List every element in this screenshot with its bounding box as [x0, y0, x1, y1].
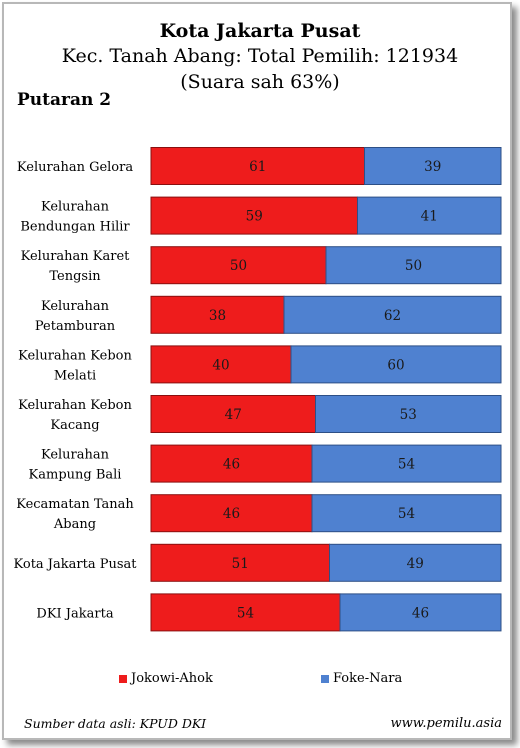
website-url: www.pemilu.asia [390, 716, 502, 731]
data-label-jokowi-ahok-1: 59 [246, 209, 263, 225]
bar-foke-nara-2 [325, 246, 502, 285]
data-label-jokowi-ahok-4: 40 [212, 357, 229, 373]
bar-jokowi-ahok-3 [150, 295, 285, 334]
category-label-9: DKI Jakarta [36, 606, 113, 621]
data-label-foke-nara-3: 62 [384, 308, 401, 324]
legend-item-foke-nara: Foke-Nara [321, 671, 402, 686]
category-label-3: Kelurahan Petamburan [35, 299, 116, 334]
category-label-5: Kelurahan Kebon Kacang [18, 398, 132, 433]
bar-jokowi-ahok-8 [150, 543, 330, 582]
data-label-foke-nara-2: 50 [405, 258, 422, 274]
data-label-foke-nara-0: 39 [424, 159, 441, 175]
bar-foke-nara-0 [364, 147, 502, 185]
legend-label-jokowi-ahok: Jokowi-Ahok [131, 671, 213, 686]
chart-title: Kota Jakarta Pusat [159, 20, 361, 42]
category-label-1: Kelurahan Bendungan Hilir [20, 200, 130, 235]
bar-foke-nara-7 [311, 494, 502, 533]
category-label-2: Kelurahan Karet Tengsin [21, 249, 131, 284]
category-label-0: Kelurahan Gelora [17, 160, 133, 175]
data-label-foke-nara-6: 54 [398, 457, 415, 473]
data-label-foke-nara-7: 54 [398, 506, 415, 522]
legend-label-foke-nara: Foke-Nara [333, 671, 403, 686]
source-note: Sumber data asli: KPUD DKI [24, 716, 207, 731]
data-label-foke-nara-5: 53 [400, 407, 417, 423]
round-label: Putaran 2 [17, 90, 112, 110]
data-label-jokowi-ahok-5: 47 [225, 407, 242, 423]
bar-jokowi-ahok-0 [150, 147, 365, 185]
category-label-7: Kecamatan Tanah Abang [16, 497, 134, 532]
category-label-4: Kelurahan Kebon Melati [18, 348, 132, 383]
bar-foke-nara-3 [283, 295, 502, 334]
category-label-6: Kelurahan Kampung Bali [29, 448, 122, 483]
data-label-foke-nara-8: 49 [407, 556, 424, 572]
data-label-jokowi-ahok-0: 61 [249, 159, 266, 175]
data-label-jokowi-ahok-8: 51 [232, 556, 249, 572]
data-label-jokowi-ahok-2: 50 [230, 258, 247, 274]
data-label-jokowi-ahok-9: 54 [237, 605, 254, 621]
legend-item-jokowi-ahok: Jokowi-Ahok [119, 671, 213, 686]
legend-swatch-foke-nara [321, 674, 329, 683]
bar-foke-nara-6 [311, 444, 502, 483]
legend-swatch-jokowi-ahok [119, 674, 127, 683]
bar-jokowi-ahok-6 [150, 444, 313, 483]
bar-jokowi-ahok-4 [150, 345, 292, 384]
bar-foke-nara-4 [290, 345, 502, 384]
bar-foke-nara-8 [329, 543, 502, 582]
bar-jokowi-ahok-5 [150, 395, 316, 433]
data-label-foke-nara-1: 41 [421, 209, 438, 225]
chart-subtitle: Kec. Tanah Abang: Total Pemilih: 121934 [61, 45, 459, 67]
bar-jokowi-ahok-9 [150, 593, 341, 632]
bar-foke-nara-9 [339, 593, 502, 632]
data-label-foke-nara-9: 46 [412, 605, 429, 621]
data-label-jokowi-ahok-7: 46 [223, 506, 240, 522]
data-label-foke-nara-4: 60 [387, 357, 404, 373]
chart-subtitle-valid-votes: (Suara sah 63%) [180, 71, 340, 93]
category-label-8: Kota Jakarta Pusat [14, 557, 138, 572]
bar-jokowi-ahok-2 [150, 246, 327, 285]
bar-jokowi-ahok-7 [150, 494, 313, 533]
bar-foke-nara-5 [315, 395, 502, 433]
data-label-jokowi-ahok-6: 46 [223, 457, 240, 473]
bar-foke-nara-1 [357, 196, 502, 235]
data-label-jokowi-ahok-3: 38 [209, 308, 226, 324]
